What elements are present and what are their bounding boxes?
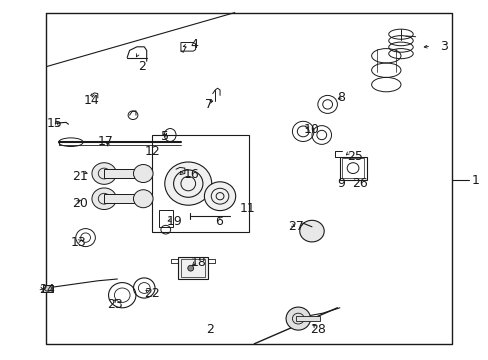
Text: 12: 12 bbox=[144, 145, 160, 158]
Text: 15: 15 bbox=[46, 117, 62, 130]
Bar bbox=[342, 158, 364, 178]
Bar bbox=[151, 135, 249, 232]
Text: 6: 6 bbox=[215, 215, 223, 228]
Text: 22: 22 bbox=[144, 287, 160, 300]
Text: 28: 28 bbox=[310, 323, 325, 336]
Text: 11: 11 bbox=[239, 202, 255, 215]
Text: 25: 25 bbox=[346, 150, 362, 163]
Text: 27: 27 bbox=[288, 220, 304, 233]
Text: 8: 8 bbox=[337, 91, 345, 104]
Text: 19: 19 bbox=[166, 215, 182, 228]
Text: 3: 3 bbox=[439, 40, 447, 53]
Bar bbox=[104, 194, 143, 203]
Text: 17: 17 bbox=[98, 135, 113, 148]
Text: 16: 16 bbox=[183, 168, 199, 181]
Ellipse shape bbox=[92, 188, 116, 210]
Text: 14: 14 bbox=[84, 94, 100, 107]
Text: 2: 2 bbox=[138, 60, 145, 73]
Ellipse shape bbox=[164, 162, 211, 205]
Text: 4: 4 bbox=[190, 39, 198, 51]
Text: 9: 9 bbox=[337, 177, 345, 190]
Text: 20: 20 bbox=[72, 197, 88, 210]
Ellipse shape bbox=[299, 220, 324, 242]
Text: 26: 26 bbox=[351, 177, 367, 190]
Bar bbox=[295, 316, 320, 321]
Text: 24: 24 bbox=[39, 283, 55, 296]
Text: 23: 23 bbox=[107, 298, 123, 311]
Text: 10: 10 bbox=[303, 123, 318, 136]
Text: 5: 5 bbox=[161, 130, 169, 143]
Bar bbox=[159, 210, 172, 227]
Bar bbox=[178, 257, 207, 279]
Text: 7: 7 bbox=[205, 98, 213, 111]
Text: 1: 1 bbox=[471, 174, 479, 186]
Text: 13: 13 bbox=[71, 237, 86, 249]
Text: 18: 18 bbox=[190, 256, 206, 269]
Ellipse shape bbox=[92, 163, 116, 184]
Ellipse shape bbox=[133, 165, 153, 183]
Ellipse shape bbox=[187, 265, 193, 271]
Bar bbox=[104, 169, 143, 178]
Ellipse shape bbox=[285, 307, 310, 330]
Ellipse shape bbox=[133, 190, 153, 208]
Bar bbox=[339, 157, 366, 180]
Bar bbox=[181, 259, 205, 277]
Bar bbox=[43, 285, 53, 292]
Text: 21: 21 bbox=[72, 170, 88, 183]
Text: 2: 2 bbox=[206, 323, 214, 336]
Ellipse shape bbox=[204, 182, 235, 211]
